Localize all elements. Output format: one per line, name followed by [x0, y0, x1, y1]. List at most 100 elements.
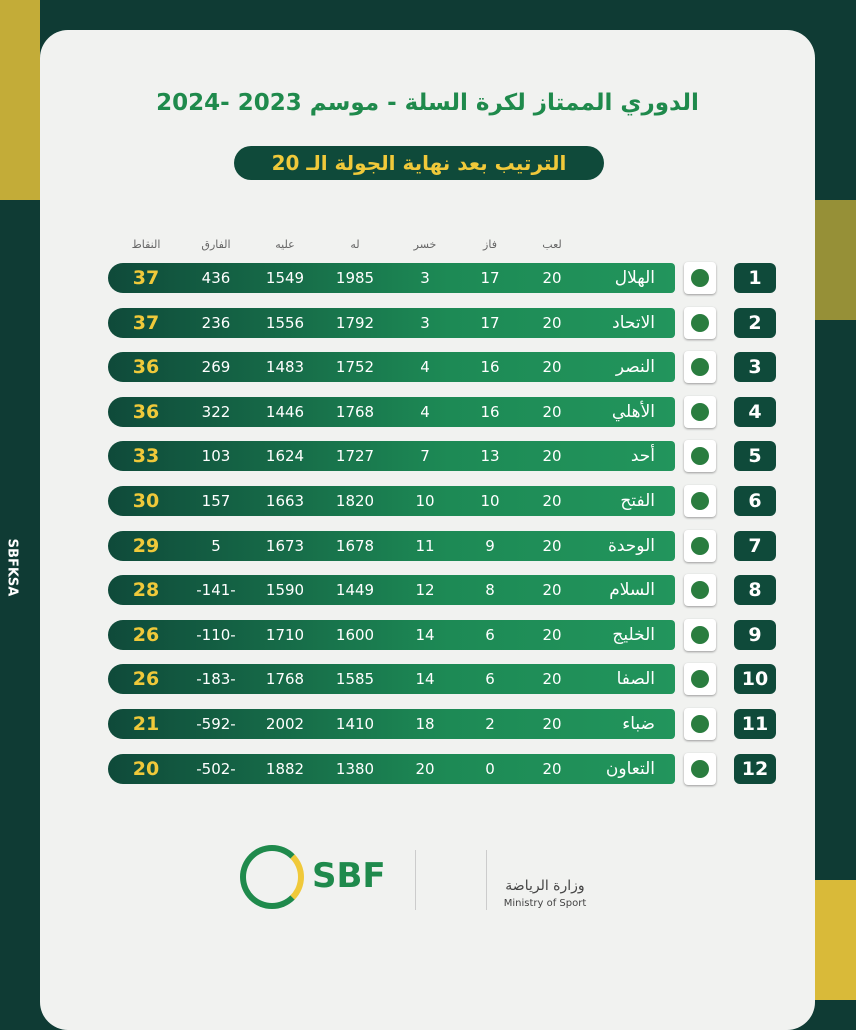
row-bar: [108, 396, 675, 427]
team-name: ضباء: [622, 714, 655, 734]
team-logo: [684, 440, 716, 473]
ministry-en: Ministry of Sport: [503, 898, 587, 909]
team-name: أحد: [630, 446, 655, 467]
row-bar: [108, 263, 675, 293]
logo-icon: [691, 402, 709, 421]
title: الدوري الممتاز لكرة السلة - موسم 2023 -2…: [156, 90, 699, 116]
stat: 1556: [265, 313, 305, 332]
rank: 10: [734, 664, 776, 695]
stat: 269: [201, 358, 231, 377]
team-logo: [684, 485, 716, 517]
stat: 1380: [335, 759, 375, 778]
rank: 5: [734, 441, 776, 472]
stat: -592-: [196, 715, 236, 733]
rank: 8: [734, 575, 776, 606]
stat: 1820: [335, 492, 375, 510]
stat: 20: [542, 536, 562, 555]
points: 29: [132, 534, 160, 557]
rank: 11: [734, 709, 776, 739]
stat: 14: [415, 670, 435, 689]
logo-icon: [691, 715, 709, 733]
points: 33: [132, 445, 160, 468]
logo-icon: [691, 625, 709, 644]
stat: 1449: [335, 581, 375, 600]
column-header: خسر: [413, 238, 437, 251]
stat: 157: [201, 492, 231, 510]
stat: 20: [542, 759, 562, 778]
saudi-logos: [415, 850, 487, 910]
points: 37: [132, 311, 160, 334]
stat: 4: [420, 402, 430, 421]
points: 26: [132, 623, 160, 646]
row-bar: [108, 709, 675, 739]
stat: 16: [480, 402, 500, 421]
rank: 9: [734, 619, 776, 650]
stat: 13: [480, 447, 500, 466]
row-bar: [108, 753, 675, 784]
stat: 18: [415, 715, 435, 733]
team-logo: [684, 262, 716, 294]
stat: 1600: [335, 625, 375, 644]
stat: 20: [542, 402, 562, 421]
team-logo: [684, 351, 716, 384]
team-logo: [684, 574, 716, 607]
stat: 20: [542, 358, 562, 377]
decoration: [815, 200, 856, 320]
rank: 6: [734, 486, 776, 516]
points: 36: [132, 400, 160, 423]
row-bar: [108, 575, 675, 606]
stat: 2: [485, 715, 495, 733]
logo-icon: [691, 536, 709, 555]
stat: 322: [201, 402, 231, 421]
stat: 1549: [265, 269, 305, 287]
stat: 1882: [265, 759, 305, 778]
team-name: الاتحاد: [612, 312, 655, 333]
stat: 3: [420, 313, 430, 332]
column-header: لعب: [542, 238, 562, 251]
stat: 1624: [265, 447, 305, 466]
stat: 6: [485, 670, 495, 689]
sbf-logo: [240, 845, 304, 909]
logo-icon: [691, 581, 709, 600]
stat: 1727: [335, 447, 375, 466]
stat: 1768: [335, 402, 375, 421]
stat: 20: [542, 313, 562, 332]
stat: -183-: [196, 670, 236, 689]
points: 20: [132, 757, 160, 780]
row-bar: [108, 307, 675, 338]
team-name: النصر: [615, 357, 655, 378]
team-logo: [684, 618, 716, 651]
stat: 1410: [335, 715, 375, 733]
stat: 1752: [335, 358, 375, 377]
logo-icon: [691, 269, 709, 287]
stat: 10: [480, 492, 500, 510]
team-name: السلام: [609, 580, 655, 601]
column-header: له: [350, 238, 360, 251]
team-name: الوحدة: [607, 535, 655, 556]
decoration: [0, 0, 40, 200]
stat: 14: [415, 625, 435, 644]
column-header: فاز: [483, 238, 497, 251]
logo-icon: [691, 358, 709, 377]
ministry-ar: وزارة الرياضة: [505, 878, 585, 894]
team-name: الأهلي: [611, 401, 655, 422]
rank: 4: [734, 396, 776, 427]
stat: 10: [415, 492, 435, 510]
points: 28: [132, 579, 160, 602]
rank: 3: [734, 352, 776, 383]
team-logo: [684, 395, 716, 428]
subtitle: الترتيب بعد نهاية الجولة الـ 20: [234, 146, 604, 180]
rank: 12: [734, 753, 776, 784]
stat: 9: [485, 536, 495, 555]
stat: 16: [480, 358, 500, 377]
stat: 436: [201, 269, 231, 287]
stat: 1585: [335, 670, 375, 689]
stat: 1678: [335, 536, 375, 555]
column-header: الفارق: [201, 238, 231, 251]
stat: 1710: [265, 625, 305, 644]
stat: 17: [480, 269, 500, 287]
stat: 8: [485, 581, 495, 600]
stat: 236: [201, 313, 231, 332]
points: 30: [132, 490, 160, 512]
rank: 7: [734, 530, 776, 561]
